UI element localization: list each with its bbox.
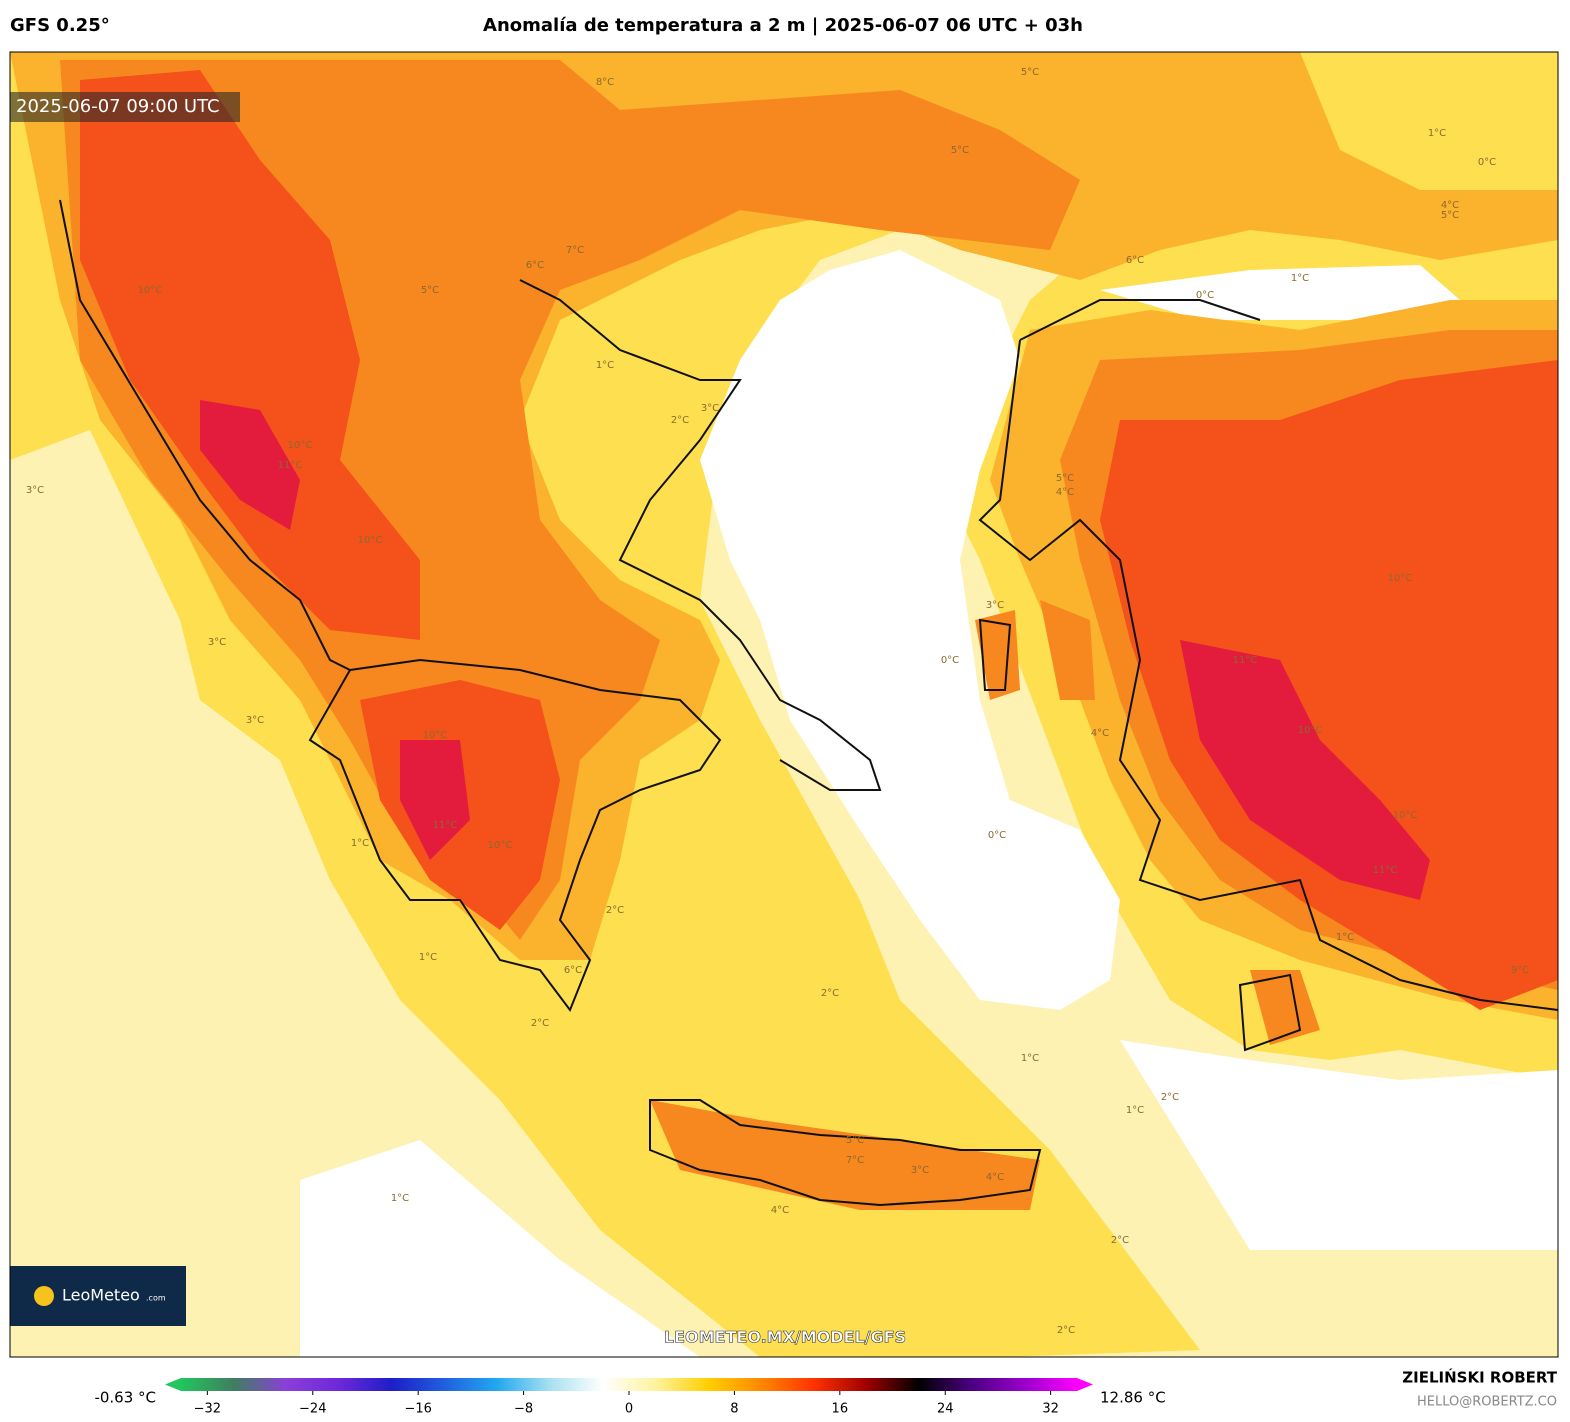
contour-label: 11°C [1373, 865, 1398, 876]
contour-label: 2°C [531, 1018, 549, 1029]
sea-area [700, 250, 1120, 1010]
contour-label: 10°C [1298, 725, 1323, 736]
contour-label: 9°C [1511, 965, 1529, 976]
coastlines [59, 199, 1558, 1207]
contour-label: 1°C [1126, 1105, 1144, 1116]
sea-area [300, 1140, 700, 1357]
contour-label: 2°C [1111, 1235, 1129, 1246]
contour-label: 4°C [986, 1172, 1004, 1183]
colorbar-extend-high [1077, 1378, 1093, 1391]
contour-label: 5°C [1056, 473, 1074, 484]
contour-label: 1°C [596, 360, 614, 371]
contour-label: 2°C [821, 988, 839, 999]
contour-label: 1°C [1336, 932, 1354, 943]
contour-label: 10°C [138, 285, 163, 296]
contour-label: 1°C [419, 952, 437, 963]
contour-label: 4°C [1056, 487, 1074, 498]
colorbar-tick-label: 16 [832, 1402, 849, 1417]
contour-label: 7°C [846, 1155, 864, 1166]
contour-label: 3°C [26, 485, 44, 496]
sea-area [1120, 1040, 1558, 1250]
contour-label: 1°C [351, 838, 369, 849]
contour-label: 5°C [951, 145, 969, 156]
colorbar-bar [181, 1378, 1077, 1391]
contour-label: 4°C [1091, 728, 1109, 739]
colorbar-tick-label: −32 [194, 1402, 221, 1417]
contour-label: 11°C [433, 820, 458, 831]
logo: LeoMeteo [62, 1286, 140, 1305]
model-label: GFS 0.25° [10, 15, 110, 36]
contour-label: 5°C [1441, 210, 1459, 221]
contour-label: 1°C [1428, 128, 1446, 139]
contour-label: 10°C [358, 535, 383, 546]
contour-label: 2°C [1161, 1092, 1179, 1103]
title: Anomalía de temperatura a 2 m | 2025-06-… [483, 15, 1083, 36]
sea-area [1100, 265, 1460, 320]
contour-label: 0°C [1478, 157, 1496, 168]
map-frame [9, 51, 1559, 1358]
colorbar-tick-label: 24 [937, 1402, 954, 1417]
contour-label: 1°C [1291, 273, 1309, 284]
contour-label: 1°C [1021, 1053, 1039, 1064]
contour-label: 2°C [606, 905, 624, 916]
colorbar-tick-label: −24 [299, 1402, 326, 1417]
contour-label: 1°C [391, 1193, 409, 1204]
contour-label: 6°C [564, 965, 582, 976]
contour-label: 5°C [1021, 67, 1039, 78]
contour-label: 8°C [596, 77, 614, 88]
contour-label: 0°C [941, 655, 959, 666]
colorbar-tick-label: −8 [514, 1402, 533, 1417]
contour-label: 3°C [208, 637, 226, 648]
contour-label: 3°C [986, 600, 1004, 611]
contour-label: 0°C [1196, 290, 1214, 301]
contour-label: 10°C [288, 440, 313, 451]
colorbar: −32 −24 −16 −8 0 8 16 24 32 [165, 1378, 1093, 1417]
colorbar-extend-low [165, 1378, 181, 1391]
contour-label: 5°C [846, 1135, 864, 1146]
email: HELLO@ROBERTZ.CO [1417, 1395, 1557, 1410]
anomaly-area [60, 60, 1558, 1210]
contour-label: 2°C [671, 415, 689, 426]
colorbar-max: 12.86 °C [1100, 1389, 1166, 1407]
map: 10°C 10°C 11°C 10°C 10°C 11°C 10°C 7°C 6°C 5°C 8°C… [10, 52, 1558, 1357]
logo-suffix: .com [146, 1294, 166, 1303]
anomaly-area [200, 400, 1430, 900]
contour-label: 2°C [1057, 1325, 1075, 1336]
contour-label: 10°C [1393, 810, 1418, 821]
contour-label: 10°C [1388, 573, 1413, 584]
contour-label: 3°C [701, 403, 719, 414]
contour-label: 7°C [566, 245, 584, 256]
contour-label: 6°C [526, 260, 544, 271]
timestamp-box [10, 92, 240, 122]
contour-label: 3°C [911, 1165, 929, 1176]
colorbar-tick-label: 0 [625, 1402, 633, 1417]
contour-label: 10°C [488, 840, 513, 851]
contour-label: 4°C [771, 1205, 789, 1216]
contour-label: 6°C [1126, 255, 1144, 266]
watermark: LEOMETEO.MX/MODEL/GFS [664, 1328, 906, 1347]
contour-label: 11°C [278, 460, 303, 471]
contour-label: 11°C [1233, 655, 1258, 666]
timestamp: 2025-06-07 09:00 UTC [16, 96, 220, 117]
colorbar-tick-label: 32 [1042, 1402, 1059, 1417]
colorbar-tick-label: −16 [404, 1402, 431, 1417]
contour-label: 0°C [988, 830, 1006, 841]
colorbar-min: -0.63 °C [94, 1389, 156, 1407]
logo-sun [34, 1286, 54, 1306]
contour-label: 4°C [1441, 200, 1459, 211]
colorbar-tick-label: 8 [730, 1402, 738, 1417]
contour-label: 10°C [423, 730, 448, 741]
contour-label: 5°C [421, 285, 439, 296]
author: ZIELIŃSKI ROBERT [1402, 1368, 1557, 1387]
contour-label: 3°C [246, 715, 264, 726]
